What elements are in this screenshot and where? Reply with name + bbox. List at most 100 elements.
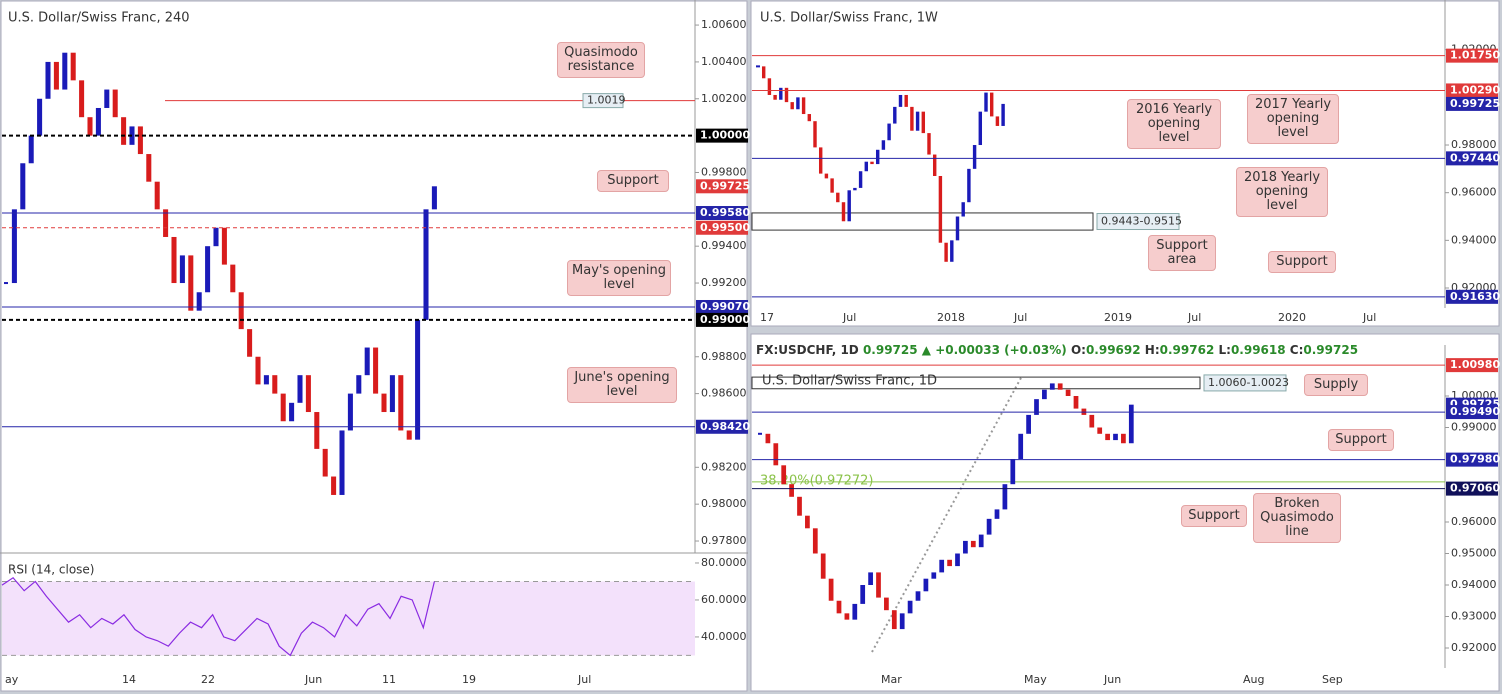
candle [767, 78, 772, 95]
panel-1w [750, 0, 1500, 327]
y-tick-label: 0.98200 [701, 460, 747, 473]
rsi-band [2, 581, 695, 656]
candle [972, 145, 977, 169]
candle [860, 584, 866, 604]
x-tick-label: 19 [462, 673, 476, 686]
y-tick-label: 0.92000 [1451, 641, 1497, 654]
y-tick-label: 0.98600 [701, 387, 747, 400]
level-label: 0.99725 [700, 179, 750, 192]
level-label: 0.99500 [700, 221, 750, 234]
candle [884, 597, 889, 611]
candle [28, 135, 34, 164]
y-tick-label: 0.96000 [1451, 515, 1497, 528]
candle [1018, 433, 1024, 459]
level-tag [1446, 358, 1498, 373]
candle [364, 347, 370, 376]
level-label: 0.91630 [1450, 290, 1500, 303]
y-tick-label: 40.0000 [701, 630, 747, 643]
marker-tag [582, 93, 624, 109]
x-tick-label: 22 [201, 673, 215, 686]
candle [961, 202, 965, 217]
callout: Broken Quasimodo line [1253, 493, 1341, 543]
candle [423, 209, 429, 320]
candle [20, 163, 26, 210]
zone-label: 1.0060-1.0023 [1208, 376, 1289, 389]
candle [247, 329, 253, 357]
candle [297, 375, 303, 403]
candle [45, 61, 51, 99]
y-tick-label: 0.99200 [701, 276, 747, 289]
callout: Quasimodo resistance [557, 42, 645, 78]
y-tick-label: 0.94000 [1451, 578, 1497, 591]
callout: Support [1328, 429, 1394, 451]
candle [356, 375, 362, 394]
candle [431, 186, 437, 210]
candle [807, 114, 812, 122]
callout: Support [1181, 505, 1247, 527]
candle [818, 147, 823, 174]
candle [931, 572, 937, 579]
candle [398, 375, 404, 431]
candle [205, 246, 211, 293]
candle [104, 89, 110, 108]
candle [904, 94, 908, 107]
candle [230, 264, 236, 293]
candle [1121, 433, 1126, 444]
zone-tag [1203, 374, 1287, 392]
candle [95, 107, 101, 136]
candle [978, 534, 984, 548]
y-tick-label: 1.00600 [701, 18, 747, 31]
candle [805, 515, 810, 529]
level-label: 0.97060 [1450, 482, 1500, 495]
zone [751, 212, 1094, 231]
y-tick-label: 0.99000 [1451, 420, 1497, 433]
callout: Support [597, 170, 669, 192]
y-tick-label: 1.00200 [701, 92, 747, 105]
candle [847, 190, 851, 222]
candle [853, 187, 857, 191]
candle [841, 202, 846, 222]
y-tick-label: 0.99400 [701, 239, 747, 252]
candle [773, 443, 779, 466]
candle [773, 94, 777, 100]
candle [828, 578, 834, 601]
header-part: 0.99692 [1086, 343, 1141, 357]
level-label: 0.99000 [700, 313, 750, 326]
candle [196, 292, 202, 311]
candle [1089, 414, 1095, 428]
candle [255, 356, 261, 385]
y-tick-label: 60.0000 [701, 593, 747, 606]
candle [406, 430, 412, 440]
candle [1073, 395, 1079, 409]
candle [994, 509, 1000, 519]
level-label: 0.99580 [700, 206, 750, 219]
level-tag [1446, 481, 1498, 496]
y-tick-label: 0.93000 [1451, 609, 1497, 622]
trend-line [871, 375, 1023, 653]
candle [915, 591, 921, 601]
candle [272, 375, 278, 394]
candle [870, 161, 874, 165]
rsi-line [1, 576, 435, 657]
x-tick-label: 11 [382, 673, 396, 686]
level-label: 1.01750 [1450, 49, 1500, 62]
candle [907, 600, 913, 614]
candle [927, 133, 931, 155]
candle [137, 126, 143, 155]
candle [864, 161, 869, 172]
candle [1010, 458, 1016, 485]
candle [989, 92, 994, 117]
candle [955, 216, 960, 241]
candle [893, 106, 897, 124]
candle [221, 227, 227, 265]
level-label: 1.00980 [1450, 358, 1500, 371]
candle [1113, 433, 1118, 441]
candle [238, 292, 244, 330]
candle [891, 610, 897, 630]
x-tick-label: Sep [1322, 673, 1343, 686]
level-label: 0.98420 [700, 420, 750, 433]
level-tag [1446, 289, 1498, 304]
candle [955, 553, 960, 567]
candle [79, 80, 85, 118]
